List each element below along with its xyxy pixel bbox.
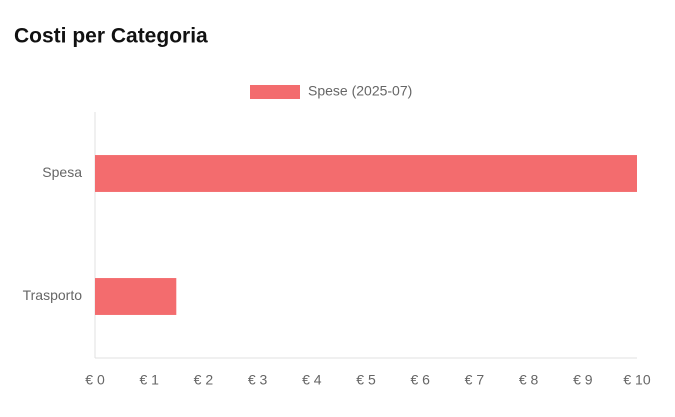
chart-title: Costi per Categoria xyxy=(14,25,208,48)
x-tick-label: € 6 xyxy=(410,372,430,388)
y-tick-label: Spesa xyxy=(42,164,82,180)
x-tick-label: € 3 xyxy=(248,372,268,388)
legend-label: Spese (2025-07) xyxy=(308,83,412,99)
x-tick-label: € 0 xyxy=(85,372,105,388)
x-tick-label: € 2 xyxy=(194,372,214,388)
x-tick-label: € 8 xyxy=(519,372,539,388)
x-tick-label: € 1 xyxy=(139,372,159,388)
bar xyxy=(95,278,177,315)
x-tick-label: € 7 xyxy=(465,372,485,388)
y-tick-label: Trasporto xyxy=(23,287,83,303)
x-tick-label: € 9 xyxy=(573,372,593,388)
x-tick-label: € 5 xyxy=(356,372,376,388)
x-tick-label: € 10 xyxy=(623,372,650,388)
bar xyxy=(95,155,637,192)
x-tick-label: € 4 xyxy=(302,372,322,388)
legend-swatch xyxy=(250,85,300,99)
